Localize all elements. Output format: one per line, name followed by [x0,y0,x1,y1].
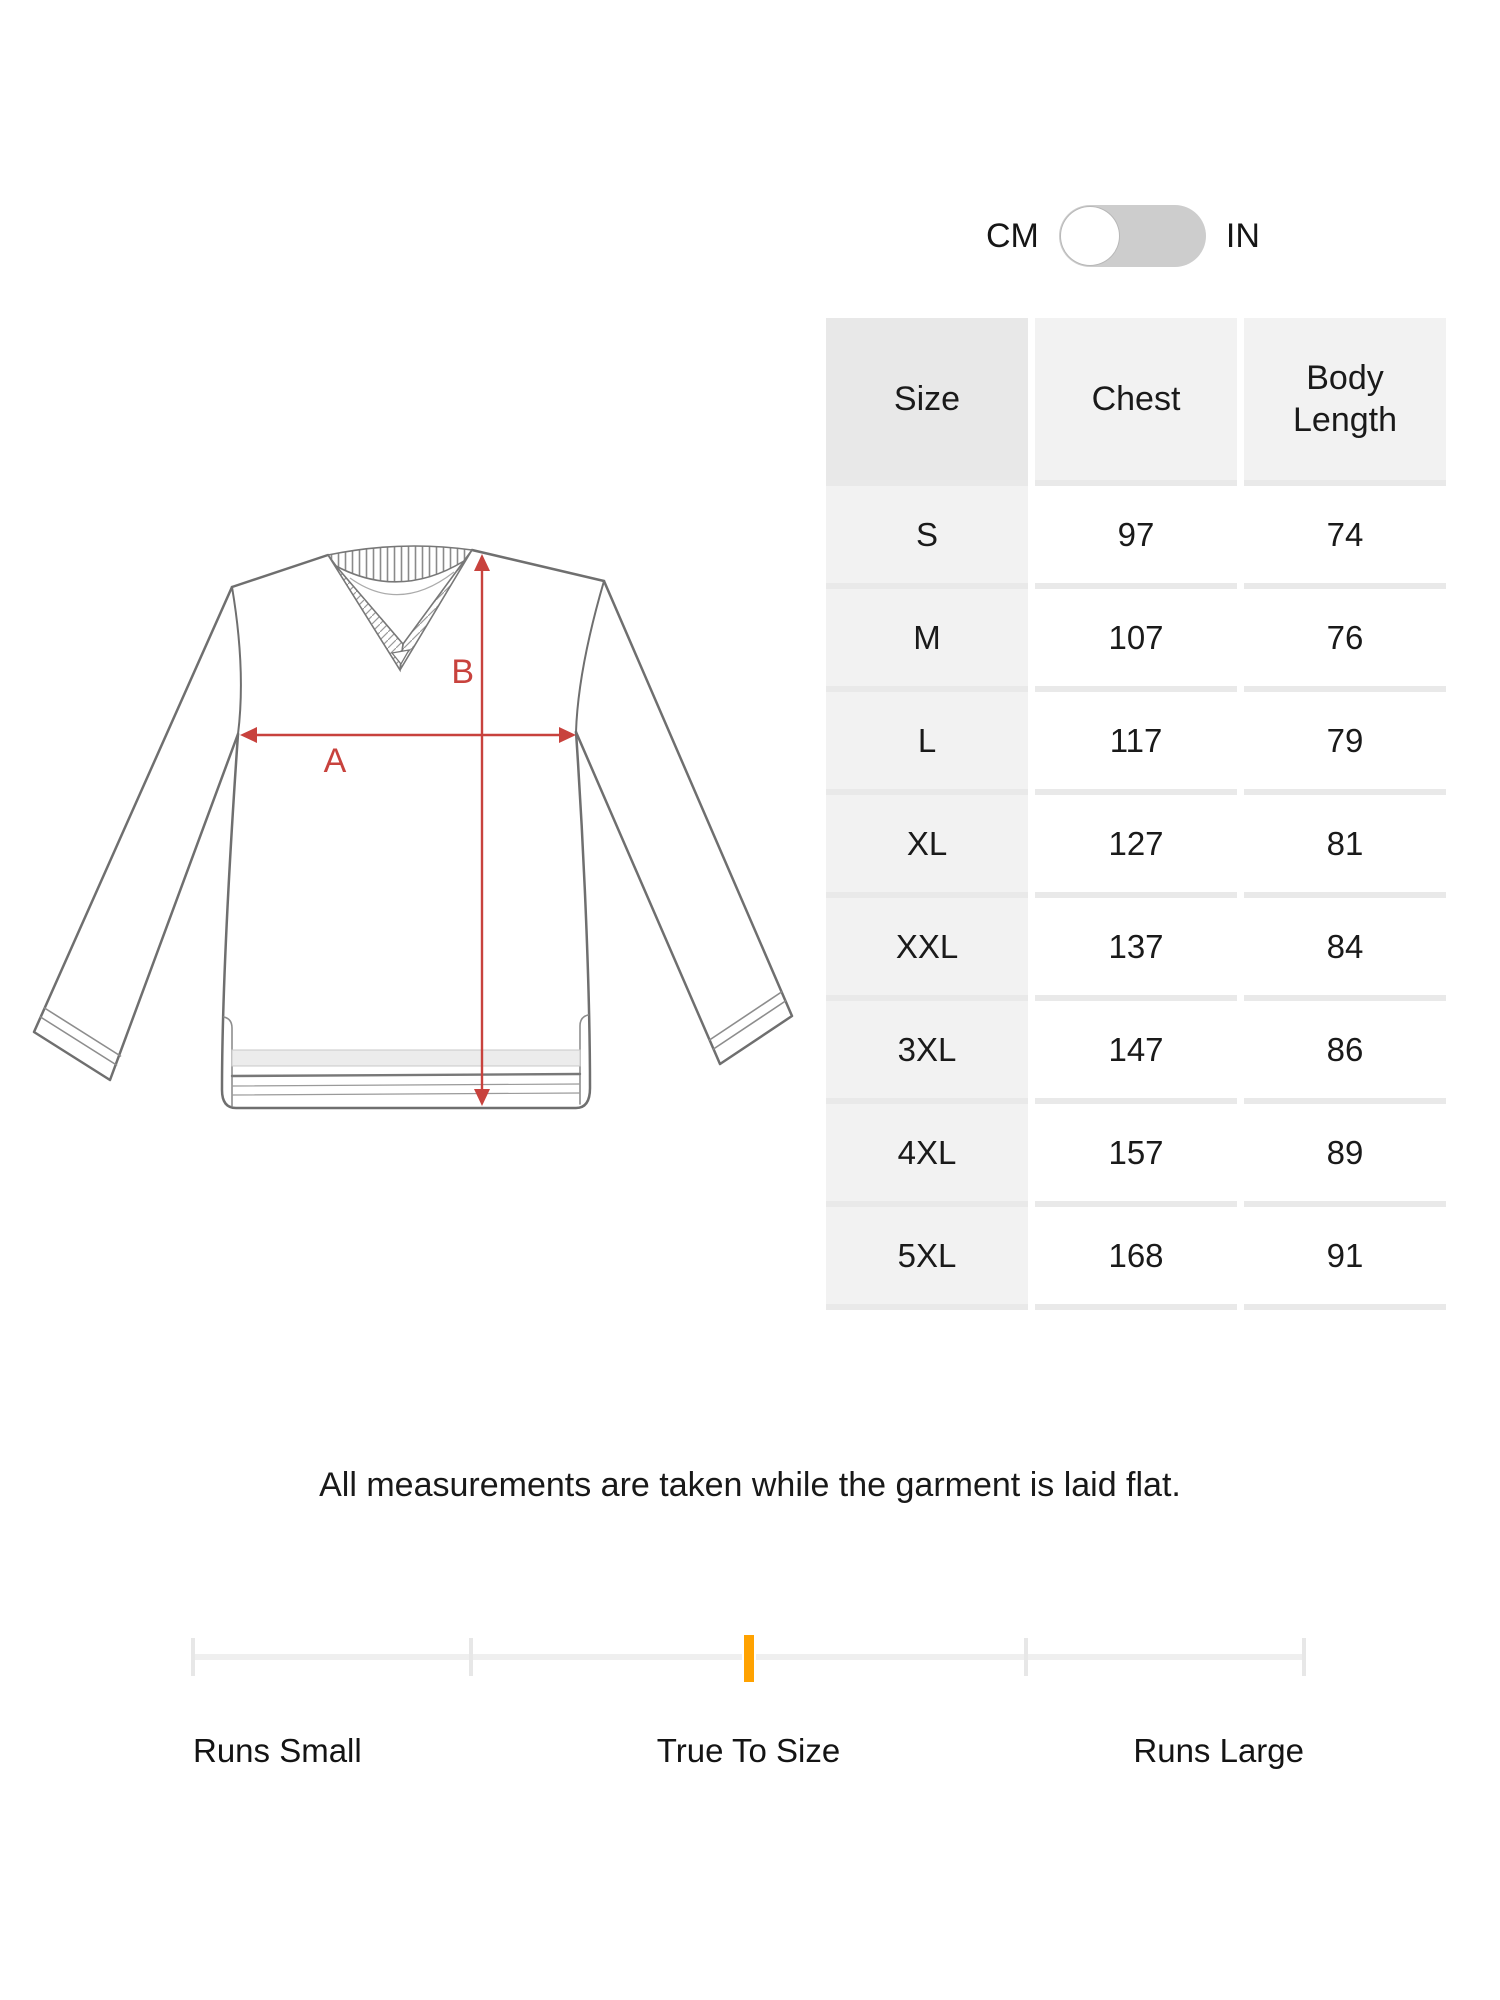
fit-scale-tick [1302,1638,1306,1676]
size-label-cell: 3XL [826,1001,1028,1104]
size-chart-table: Size S M L XL XXL 3XL 4XL 5XL Chest 97 107 117 127 137… [826,318,1446,1310]
length-arrow-label: B [451,653,474,691]
garment-diagram: A B [32,545,794,1110]
size-label-cell: L [826,692,1028,795]
table-column: Chest 97 107 117 127 137 147 157 168 [1035,318,1237,1310]
measurement-value-cell: 81 [1244,795,1446,898]
column-header: Chest [1035,318,1237,486]
measurement-note: All measurements are taken while the gar… [319,1466,1181,1504]
measurement-value-cell: 107 [1035,589,1237,692]
measurement-value-cell: 117 [1035,692,1237,795]
fit-scale-labels: Runs Small True To Size Runs Large [193,1732,1304,1772]
body-length-arrow [474,554,490,1106]
measurement-value-cell: 147 [1035,1001,1237,1104]
fit-scale: Runs Small True To Size Runs Large [191,1630,1306,1790]
fit-scale-tick [468,1638,473,1676]
measurement-value-cell: 79 [1244,692,1446,795]
table-column: Body Length 74 76 79 81 84 86 89 91 [1244,318,1446,1310]
table-column: Size S M L XL XXL 3XL 4XL 5XL [826,318,1028,1310]
fit-scale-track [191,1630,1306,1684]
measurement-value-cell: 89 [1244,1104,1446,1207]
fit-scale-label: Runs Large [1133,1732,1304,1769]
size-label-cell: XXL [826,898,1028,1001]
fit-scale-label: True To Size [656,1732,841,1769]
chest-width-arrow [240,727,576,743]
garment-outline [32,548,794,1110]
measurement-value-cell: 137 [1035,898,1237,1001]
fit-scale-marker [741,1633,756,1684]
unit-toggle-switch[interactable] [1058,205,1206,267]
column-header: Size [826,318,1028,486]
measurement-value-cell: 91 [1244,1207,1446,1310]
unit-toggle-knob[interactable] [1060,207,1119,265]
measurement-value-cell: 127 [1035,795,1237,898]
measurement-value-cell: 157 [1035,1104,1237,1207]
chest-arrow-label: A [324,742,347,780]
unit-label-in: IN [1225,216,1260,255]
fit-scale-tick [191,1638,195,1676]
size-label-cell: XL [826,795,1028,898]
size-label-cell: M [826,589,1028,692]
size-label-cell: 4XL [826,1104,1028,1207]
measurement-value-cell: 168 [1035,1207,1237,1310]
fit-scale-tick [1024,1638,1029,1676]
measurement-value-cell: 84 [1244,898,1446,1001]
measurement-value-cell: 74 [1244,486,1446,589]
fit-scale-label: Runs Small [193,1732,362,1769]
size-label-cell: 5XL [826,1207,1028,1310]
measurement-value-cell: 86 [1244,1001,1446,1104]
measurement-value-cell: 76 [1244,589,1446,692]
collar [326,545,474,673]
unit-toggle-row: CM IN [986,204,1260,268]
column-header: Body Length [1244,318,1446,486]
unit-label-cm: CM [986,216,1039,255]
size-label-cell: S [826,486,1028,589]
measurement-value-cell: 97 [1035,486,1237,589]
garment-details [39,991,787,1107]
